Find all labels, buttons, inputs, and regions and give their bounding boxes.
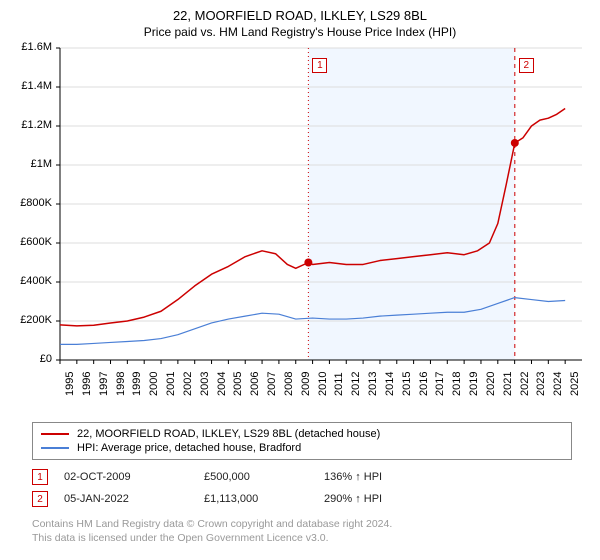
chart-marker-badge: 2	[519, 58, 534, 73]
sale-hpi: 290% ↑ HPI	[324, 493, 382, 505]
x-tick-label: 1997	[98, 356, 110, 396]
y-tick-label: £200K	[10, 314, 52, 326]
x-tick-label: 2005	[232, 356, 244, 396]
x-tick-label: 2008	[283, 356, 295, 396]
x-tick-label: 2014	[384, 356, 396, 396]
sale-price: £500,000	[204, 471, 324, 483]
x-tick-label: 2023	[535, 356, 547, 396]
x-tick-label: 1996	[81, 356, 93, 396]
x-tick-label: 2011	[333, 356, 345, 396]
x-tick-label: 2007	[266, 356, 278, 396]
x-tick-label: 2001	[165, 356, 177, 396]
table-row: 2 05-JAN-2022 £1,113,000 290% ↑ HPI	[32, 488, 572, 510]
chart-subtitle: Price paid vs. HM Land Registry's House …	[0, 23, 600, 39]
table-row: 1 02-OCT-2009 £500,000 136% ↑ HPI	[32, 466, 572, 488]
x-tick-label: 2025	[569, 356, 581, 396]
legend-swatch	[41, 447, 69, 449]
x-tick-label: 2006	[249, 356, 261, 396]
legend-swatch	[41, 433, 69, 435]
y-tick-label: £1M	[10, 158, 52, 170]
x-tick-label: 2020	[485, 356, 497, 396]
footnote: Contains HM Land Registry data © Crown c…	[32, 518, 572, 545]
y-tick-label: £1.2M	[10, 119, 52, 131]
sale-marker-badge: 1	[32, 469, 48, 485]
x-tick-label: 2016	[418, 356, 430, 396]
footnote-line: This data is licensed under the Open Gov…	[32, 532, 572, 546]
y-tick-label: £400K	[10, 275, 52, 287]
chart-title: 22, MOORFIELD ROAD, ILKLEY, LS29 8BL	[0, 0, 600, 23]
x-tick-label: 1995	[64, 356, 76, 396]
sale-date: 02-OCT-2009	[64, 471, 204, 483]
y-tick-label: £600K	[10, 236, 52, 248]
y-tick-label: £1.4M	[10, 80, 52, 92]
legend: 22, MOORFIELD ROAD, ILKLEY, LS29 8BL (de…	[32, 422, 572, 460]
sales-table: 1 02-OCT-2009 £500,000 136% ↑ HPI 2 05-J…	[32, 466, 572, 510]
x-tick-label: 2018	[451, 356, 463, 396]
x-tick-label: 2003	[199, 356, 211, 396]
sale-marker-badge: 2	[32, 491, 48, 507]
x-tick-label: 2022	[519, 356, 531, 396]
chart-marker-badge: 1	[312, 58, 327, 73]
sale-price: £1,113,000	[204, 493, 324, 505]
chart-area: £0 £200K £400K £600K £800K £1M £1.2M £1.4M £1.6M…	[10, 44, 590, 414]
y-tick-label: £1.6M	[10, 41, 52, 53]
sale-date: 05-JAN-2022	[64, 493, 204, 505]
x-tick-label: 2024	[552, 356, 564, 396]
legend-item: 22, MOORFIELD ROAD, ILKLEY, LS29 8BL (de…	[41, 427, 563, 441]
x-tick-label: 2002	[182, 356, 194, 396]
legend-item: HPI: Average price, detached house, Brad…	[41, 441, 563, 455]
x-tick-label: 1998	[115, 356, 127, 396]
y-tick-label: £800K	[10, 197, 52, 209]
x-tick-label: 2000	[148, 356, 160, 396]
x-tick-label: 2004	[216, 356, 228, 396]
y-tick-label: £0	[10, 353, 52, 365]
x-tick-label: 2017	[434, 356, 446, 396]
x-tick-label: 2015	[401, 356, 413, 396]
x-tick-label: 1999	[131, 356, 143, 396]
sale-hpi: 136% ↑ HPI	[324, 471, 382, 483]
x-tick-label: 2009	[300, 356, 312, 396]
x-tick-label: 2010	[317, 356, 329, 396]
legend-label: 22, MOORFIELD ROAD, ILKLEY, LS29 8BL (de…	[77, 428, 380, 440]
x-tick-label: 2012	[350, 356, 362, 396]
x-tick-label: 2019	[468, 356, 480, 396]
x-tick-label: 2013	[367, 356, 379, 396]
footnote-line: Contains HM Land Registry data © Crown c…	[32, 518, 572, 532]
legend-label: HPI: Average price, detached house, Brad…	[77, 442, 301, 454]
x-tick-label: 2021	[502, 356, 514, 396]
